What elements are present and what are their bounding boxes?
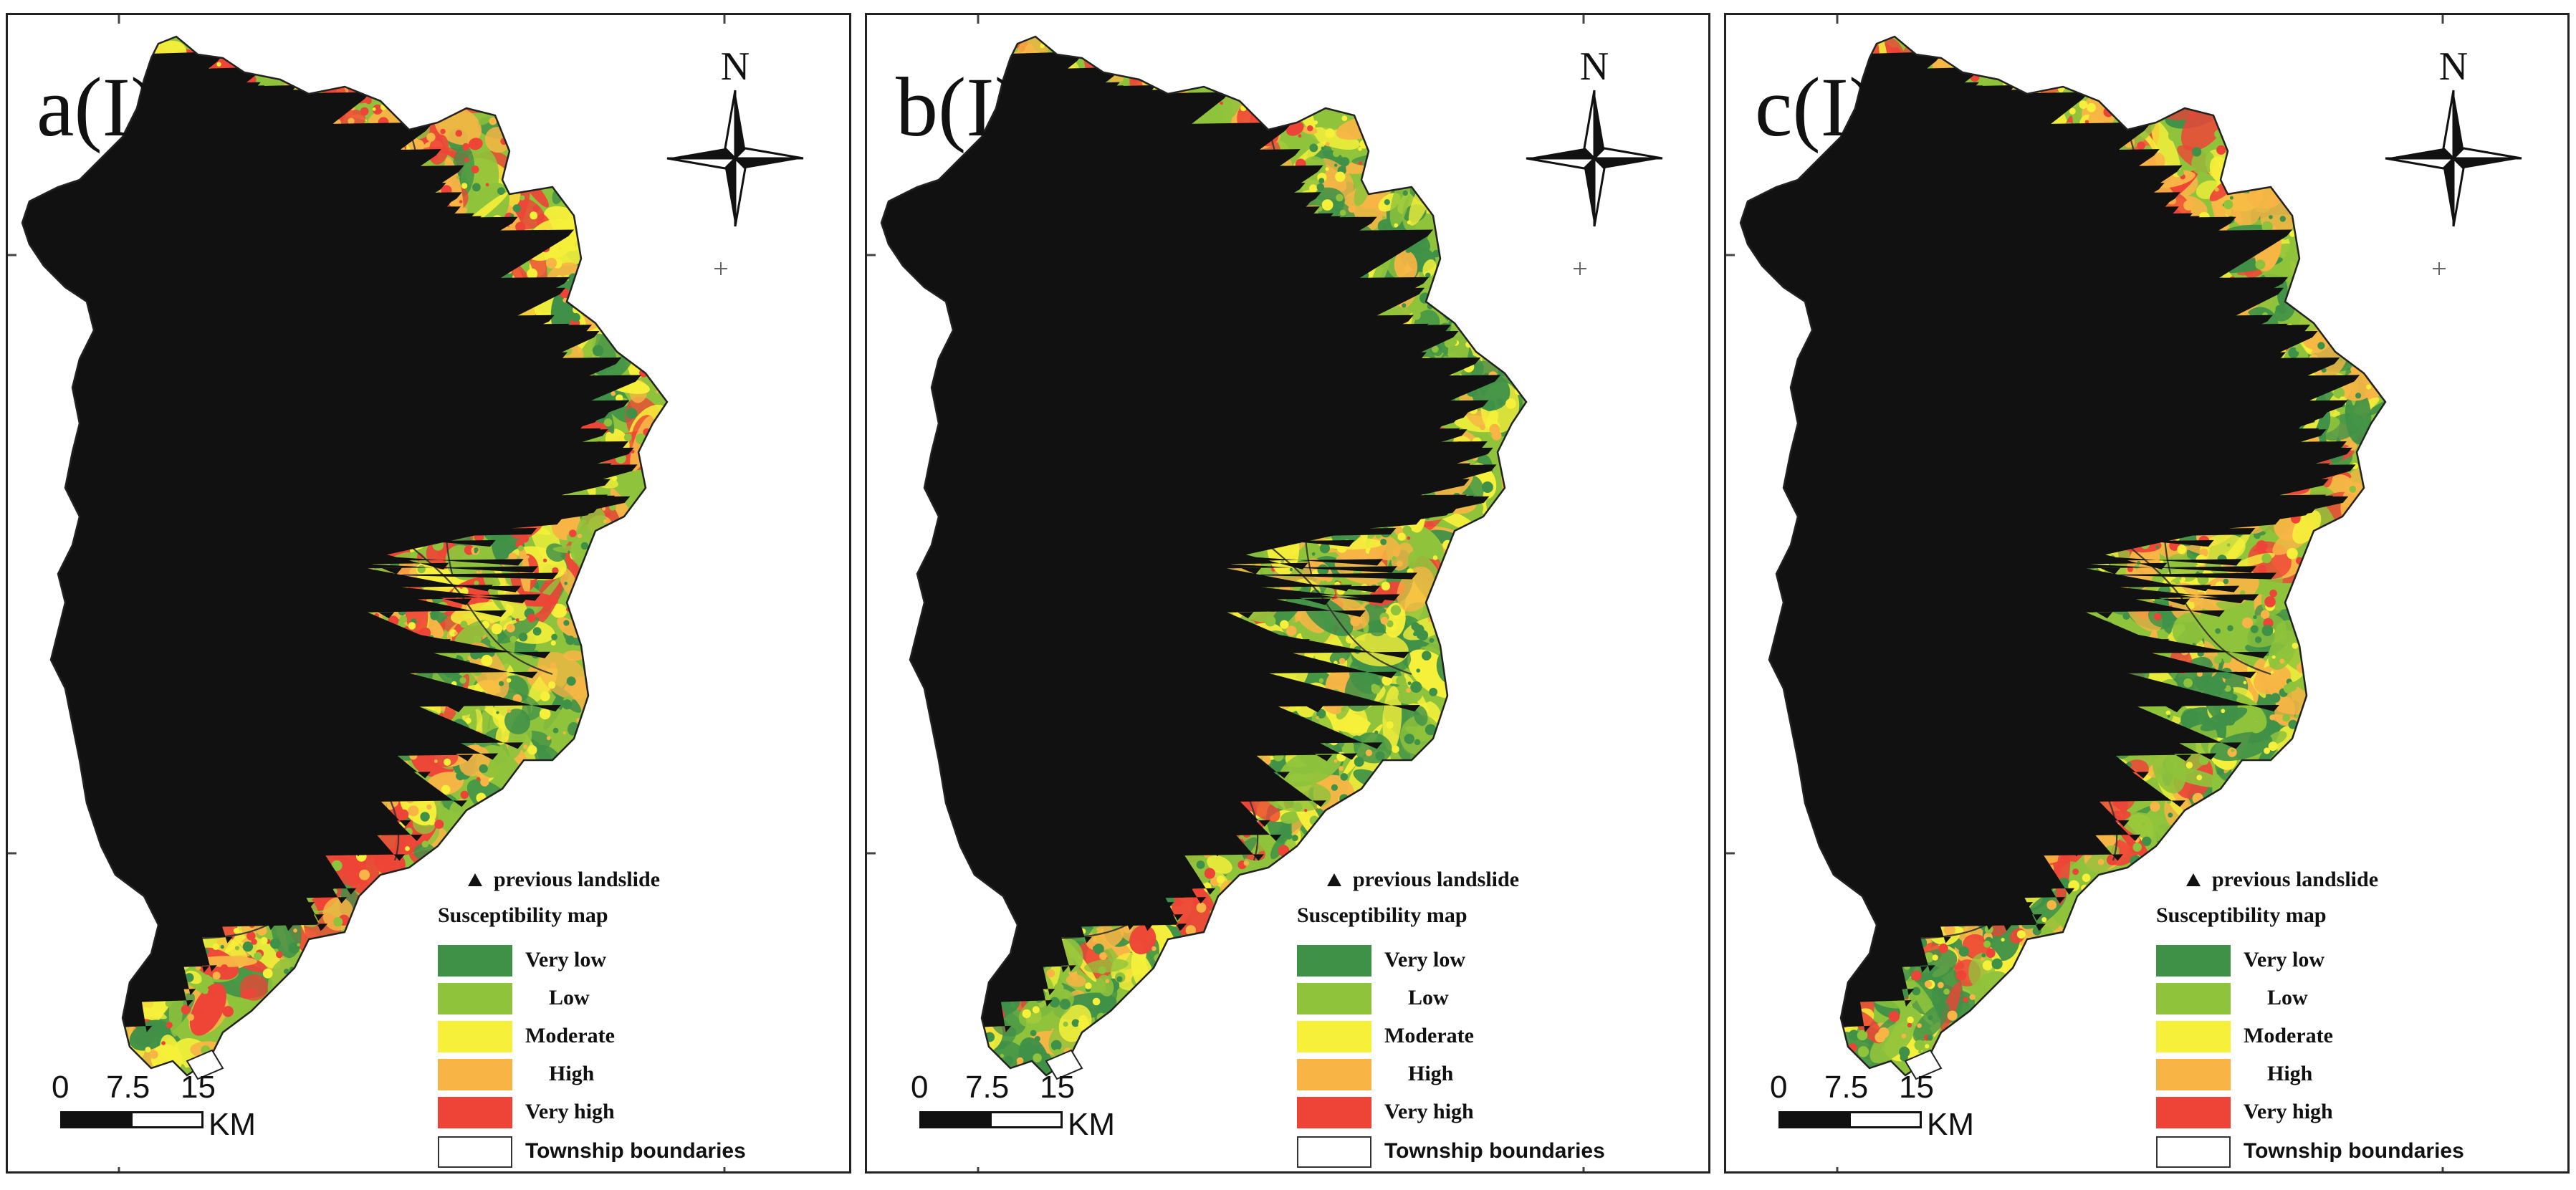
scale-mid: 7.5	[965, 1070, 1010, 1105]
map-panel-c: c(I) N 0 7.5 15 KM previous landslide Su…	[1724, 13, 2570, 1174]
north-arrow-icon: N	[1523, 44, 1666, 259]
scale-zero: 0	[52, 1070, 70, 1105]
legend-high: High	[2156, 1059, 2557, 1090]
scale-mid: 7.5	[106, 1070, 150, 1105]
landslide-triangle-icon	[468, 873, 482, 886]
map-legend: previous landslide Susceptibility map Ve…	[1297, 868, 1698, 1169]
scale-unit: KM	[1927, 1107, 1974, 1142]
scale-mid: 7.5	[1824, 1070, 1869, 1105]
legend-title: Susceptibility map	[1297, 903, 1467, 927]
legend-very-high: Very high	[438, 1097, 839, 1128]
landslide-triangle-icon	[1327, 873, 1341, 886]
scale-max: 15	[181, 1070, 216, 1105]
scale-zero: 0	[911, 1070, 929, 1105]
north-arrow-icon: N	[2382, 44, 2525, 259]
legend-landslide: previous landslide	[1327, 868, 1519, 892]
panel-label: b(I)	[896, 60, 1023, 154]
legend-high: High	[1297, 1059, 1698, 1090]
susceptibility-map	[867, 15, 1586, 1171]
legend-low: Low	[1297, 983, 1698, 1014]
north-arrow-icon: N	[664, 44, 807, 259]
legend-very-low: Very low	[2156, 945, 2557, 977]
scale-max: 15	[1899, 1070, 1934, 1105]
map-panel-a: a(I) N 0 7.5 15 KM previous landslide Su…	[6, 13, 851, 1174]
map-panel-b: b(I) N 0 7.5 15 KM previous landslide Su…	[865, 13, 1710, 1174]
legend-very-high: Very high	[2156, 1097, 2557, 1128]
panel-label: c(I)	[1755, 60, 1877, 154]
legend-very-high: Very high	[1297, 1097, 1698, 1128]
scale-unit: KM	[209, 1107, 256, 1142]
scale-bar: 0 7.5 15 KM	[1766, 1070, 1995, 1148]
susceptibility-map	[8, 15, 727, 1171]
legend-very-low: Very low	[1297, 945, 1698, 977]
scale-bar: 0 7.5 15 KM	[47, 1070, 277, 1148]
legend-landslide: previous landslide	[2186, 868, 2378, 892]
legend-township: Township boundaries	[1297, 1136, 1698, 1168]
legend-township: Township boundaries	[2156, 1136, 2557, 1168]
legend-high: High	[438, 1059, 839, 1090]
legend-low: Low	[438, 983, 839, 1014]
legend-moderate: Moderate	[1297, 1021, 1698, 1052]
legend-title: Susceptibility map	[2156, 903, 2327, 927]
legend-moderate: Moderate	[438, 1021, 839, 1052]
legend-township: Township boundaries	[438, 1136, 839, 1168]
landslide-triangle-icon	[2186, 873, 2201, 886]
legend-very-low: Very low	[438, 945, 839, 977]
legend-landslide: previous landslide	[468, 868, 660, 892]
scale-unit: KM	[1068, 1107, 1115, 1142]
legend-low: Low	[2156, 983, 2557, 1014]
legend-moderate: Moderate	[2156, 1021, 2557, 1052]
map-legend: previous landslide Susceptibility map Ve…	[2156, 868, 2557, 1169]
scale-zero: 0	[1770, 1070, 1788, 1105]
scale-max: 15	[1040, 1070, 1075, 1105]
map-legend: previous landslide Susceptibility map Ve…	[438, 868, 839, 1169]
legend-title: Susceptibility map	[438, 903, 608, 927]
panel-label: a(I)	[37, 60, 159, 154]
scale-bar: 0 7.5 15 KM	[906, 1070, 1136, 1148]
susceptibility-map	[1726, 15, 2446, 1171]
